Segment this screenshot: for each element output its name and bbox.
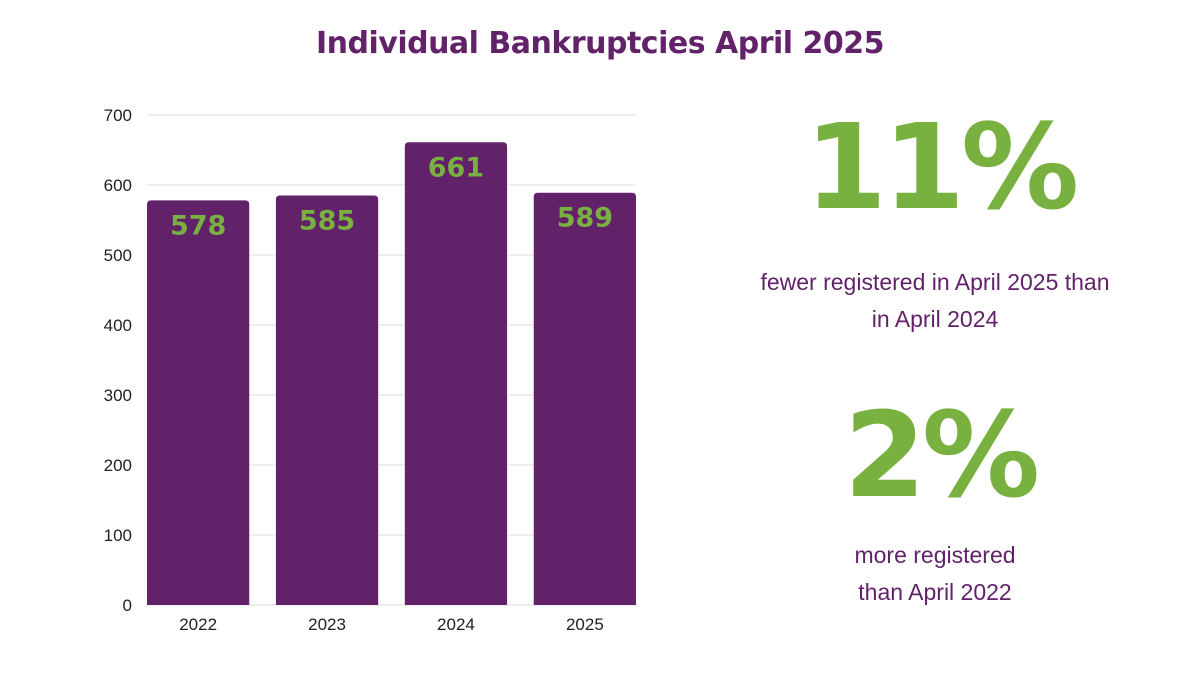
bar-data-label: 578 <box>170 210 226 241</box>
y-tick-label: 0 <box>123 596 132 615</box>
bar-2023 <box>275 195 379 605</box>
bar-2025 <box>533 192 636 605</box>
stat-fewer-caption-line2: in April 2024 <box>871 306 999 332</box>
y-tick-label: 300 <box>104 386 132 405</box>
x-tick-label: 2025 <box>566 615 604 634</box>
y-tick-label: 700 <box>104 106 132 125</box>
bar-data-label: 661 <box>428 152 484 183</box>
bar-data-label: 589 <box>557 203 613 234</box>
x-tick-label: 2022 <box>179 615 217 634</box>
stat-more-caption: more registered than April 2022 <box>705 537 1165 611</box>
stat-more-caption-line2: than April 2022 <box>858 579 1012 605</box>
stat-more-caption-line1: more registered <box>854 542 1016 568</box>
x-tick-label: 2024 <box>437 615 475 634</box>
y-tick-label: 500 <box>104 246 132 265</box>
bar-2024 <box>404 142 508 606</box>
bar-2022 <box>147 200 250 605</box>
stat-fewer-percent: 11% <box>804 98 1079 236</box>
stat-more-percent: 2% <box>843 386 1040 524</box>
chart-title: Individual Bankruptcies April 2025 <box>315 26 885 61</box>
x-tick-label: 2023 <box>308 615 346 634</box>
stat-fewer-caption-line1: fewer registered in April 2025 than <box>760 269 1110 295</box>
bar-data-label: 585 <box>299 206 355 237</box>
bar-chart: 0 100 200 300 400 500 600 700 578 2022 585 2023 661 2… <box>104 106 636 634</box>
y-tick-label: 400 <box>104 316 132 335</box>
stat-fewer-caption: fewer registered in April 2025 than in A… <box>705 264 1165 338</box>
y-tick-label: 200 <box>104 456 132 475</box>
y-tick-label: 100 <box>104 526 132 545</box>
y-tick-label: 600 <box>104 176 132 195</box>
